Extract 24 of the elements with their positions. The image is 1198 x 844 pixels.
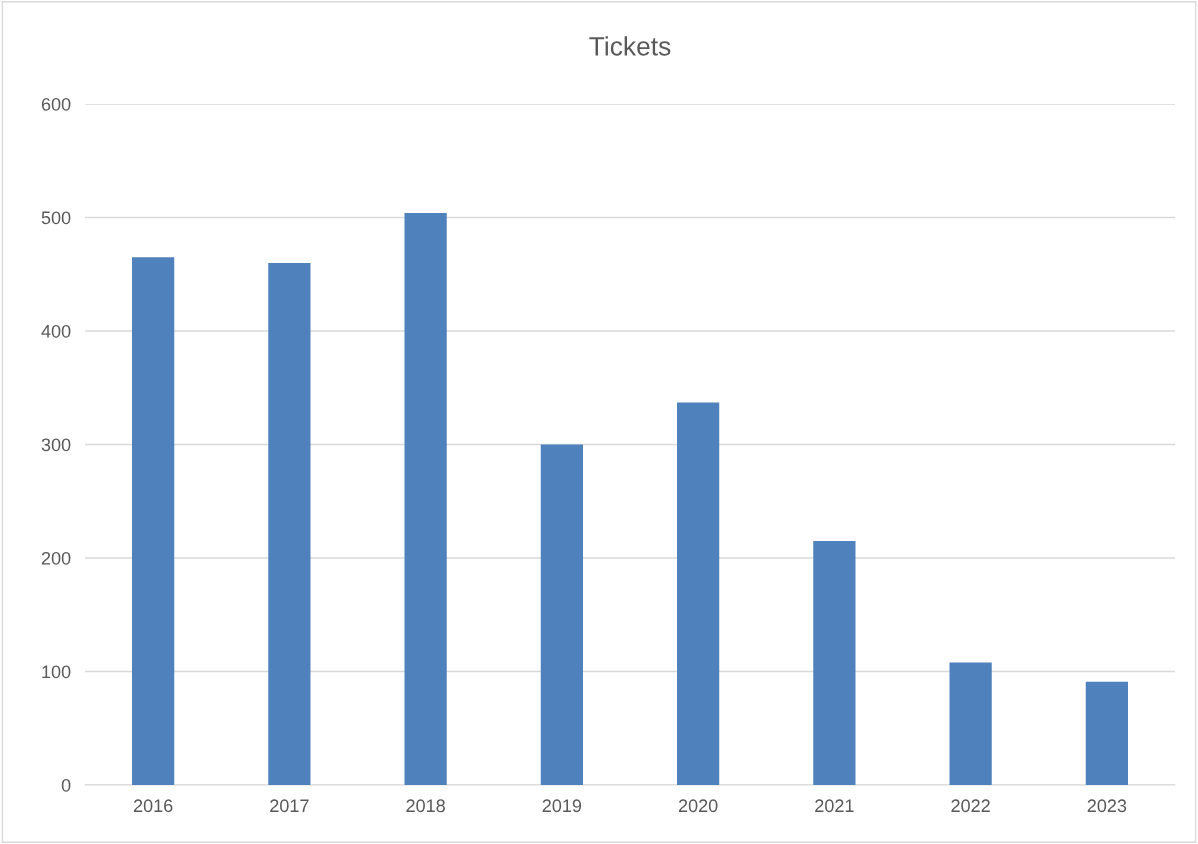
x-tick-label: 2017 (270, 799, 309, 813)
y-tick-label: 400 (41, 324, 71, 338)
bar (949, 662, 992, 785)
x-tick-label: 2023 (1087, 799, 1127, 813)
y-tick-label: 0 (61, 778, 71, 792)
y-tick-label: 300 (41, 438, 71, 452)
bar (540, 444, 583, 785)
bar (132, 257, 175, 785)
bar (1085, 681, 1128, 785)
x-tick-label: 2022 (951, 799, 990, 813)
y-tick-label: 600 (41, 97, 71, 111)
chart-title: Tickets (589, 36, 671, 56)
x-tick-label: 2019 (542, 799, 582, 813)
y-tick-label: 200 (41, 551, 71, 565)
bar (404, 212, 447, 785)
x-tick-label: 2021 (815, 799, 854, 813)
y-tick-label: 500 (41, 211, 71, 225)
y-tick-label: 100 (42, 665, 71, 679)
bar (813, 540, 856, 785)
bar (268, 262, 311, 785)
x-tick-label: 2016 (133, 799, 173, 813)
x-tick-label: 2018 (406, 799, 445, 813)
x-tick-label: 2020 (678, 799, 718, 813)
bar (677, 402, 720, 785)
